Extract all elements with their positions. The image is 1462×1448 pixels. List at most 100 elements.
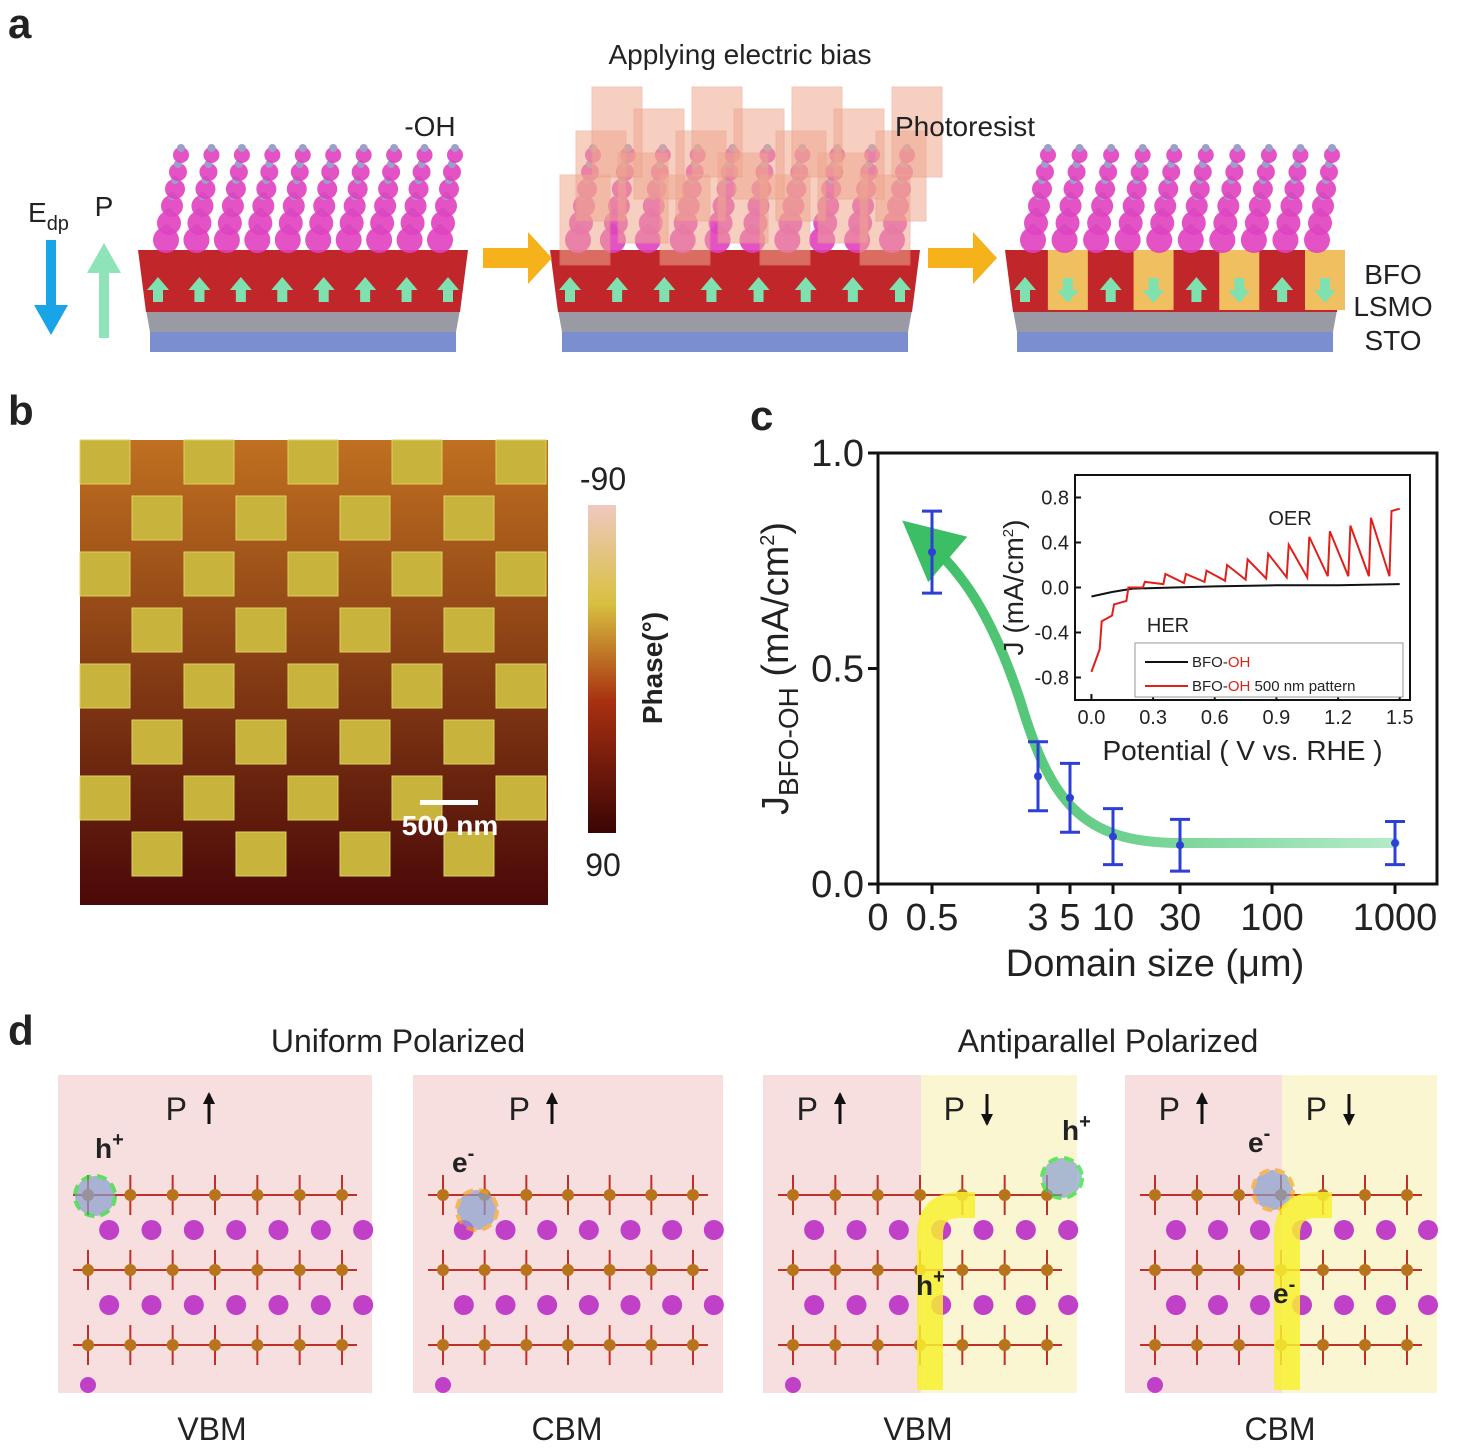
oh-group — [299, 144, 307, 152]
data-point — [1391, 839, 1399, 847]
legend-label-part: BFO- — [1192, 654, 1228, 671]
afm-domain — [236, 496, 286, 540]
fe-atom — [1191, 1189, 1203, 1201]
fe-atom — [687, 1264, 699, 1276]
polarization-label: P — [166, 1091, 187, 1127]
bi-atom — [80, 1377, 96, 1393]
fe-atom — [82, 1339, 94, 1351]
flow-base: h — [916, 1270, 933, 1301]
bi-atom — [662, 1295, 682, 1315]
bi-atom — [1147, 1377, 1163, 1393]
field-sub: dp — [47, 213, 69, 235]
bi-atom — [496, 1220, 516, 1240]
y-axis-label: JBFO-OH (mA/cm2) — [755, 522, 804, 815]
x-tick-label: 0.0 — [1078, 707, 1106, 729]
fe-atom — [829, 1189, 841, 1201]
bi-atom — [889, 1220, 909, 1240]
afm-domain — [132, 608, 182, 652]
bi-atom — [1208, 1220, 1228, 1240]
y-label-sup: 2 — [1000, 529, 1017, 537]
afm-domain — [340, 608, 390, 652]
bi-atom — [1250, 1295, 1270, 1315]
afm-domain — [444, 720, 494, 764]
bi-atom — [889, 1295, 909, 1315]
bi-atom — [435, 1377, 451, 1393]
state-label: VBM — [177, 1411, 246, 1447]
fe-atom — [999, 1189, 1011, 1201]
x-axis-label: Domain size (μm) — [1006, 943, 1305, 985]
fe-atom — [1191, 1339, 1203, 1351]
fe-atom — [167, 1339, 179, 1351]
carrier-base: e — [452, 1147, 468, 1178]
bi-atom — [662, 1220, 682, 1240]
fe-atom — [872, 1189, 884, 1201]
polarization-label: P — [797, 1091, 818, 1127]
oh-group — [390, 144, 398, 152]
scale-bar — [420, 800, 478, 805]
data-point — [1176, 841, 1184, 849]
oh-group — [1170, 144, 1178, 152]
carrier-marker — [75, 1176, 115, 1216]
fe-atom — [124, 1339, 136, 1351]
oh-group — [1296, 144, 1304, 152]
lsmo-layer — [146, 310, 460, 332]
fe-atom — [437, 1339, 449, 1351]
fe-atom — [956, 1264, 968, 1276]
bi-atom — [1016, 1295, 1036, 1315]
state-label: CBM — [1244, 1411, 1315, 1447]
bi-atom — [621, 1295, 641, 1315]
afm-domain — [80, 552, 130, 596]
oh-group — [421, 144, 429, 152]
fe-atom — [294, 1264, 306, 1276]
fe-atom — [124, 1264, 136, 1276]
fe-atom — [687, 1339, 699, 1351]
y-label-sub: BFO-OH — [773, 687, 804, 796]
afm-domain — [236, 608, 286, 652]
process-arrow — [928, 232, 997, 284]
data-point — [928, 548, 936, 556]
carrier-base: e — [1248, 1127, 1264, 1158]
fe-atom — [336, 1339, 348, 1351]
x-tick-label: 30 — [1159, 897, 1201, 939]
y-tick-label: -0.8 — [1035, 668, 1069, 690]
y-label-sup: 2 — [757, 535, 779, 546]
photoresist — [792, 87, 842, 177]
afm-domain — [132, 496, 182, 540]
afm-domain — [288, 440, 338, 484]
afm-domain — [496, 776, 546, 820]
fe-atom — [1233, 1189, 1245, 1201]
layer-label: LSMO — [1353, 291, 1432, 322]
y-tick-label: 0.0 — [1041, 578, 1069, 600]
x-tick-label: 10 — [1092, 897, 1134, 939]
bi-atom — [1334, 1220, 1354, 1240]
bi-atom — [579, 1220, 599, 1240]
fe-atom — [956, 1339, 968, 1351]
panel-d: Ph+VBMPe-CBMPPh+h+VBMPPe-e-CBM — [58, 1075, 1438, 1447]
panel-label: d — [8, 1007, 34, 1054]
bi-atom — [537, 1220, 557, 1240]
fe-atom — [645, 1189, 657, 1201]
data-point — [1034, 772, 1042, 780]
afm-domain — [184, 776, 234, 820]
x-tick-label: 0 — [867, 897, 888, 939]
bi-atom — [226, 1220, 246, 1240]
y-tick-label: 1.0 — [811, 433, 864, 475]
fe-atom — [1149, 1189, 1161, 1201]
fe-atom — [479, 1264, 491, 1276]
fe-atom — [872, 1339, 884, 1351]
legend-label-part: OH — [1228, 678, 1251, 695]
fe-atom — [520, 1264, 532, 1276]
fe-atom — [1317, 1264, 1329, 1276]
polarization-label: P — [944, 1091, 965, 1127]
state-label: VBM — [883, 1411, 952, 1447]
afm-domain — [184, 664, 234, 708]
bi-atom — [353, 1295, 373, 1315]
x-axis-label: Potential ( V vs. RHE ) — [1102, 735, 1382, 766]
colorbar-label: -90 — [580, 461, 626, 497]
carrier-charge: - — [468, 1143, 475, 1165]
fe-atom — [562, 1339, 574, 1351]
carrier-charge: + — [1079, 1111, 1091, 1133]
fe-atom — [562, 1189, 574, 1201]
oh-group — [1076, 144, 1084, 152]
panel-label: a — [8, 0, 32, 47]
